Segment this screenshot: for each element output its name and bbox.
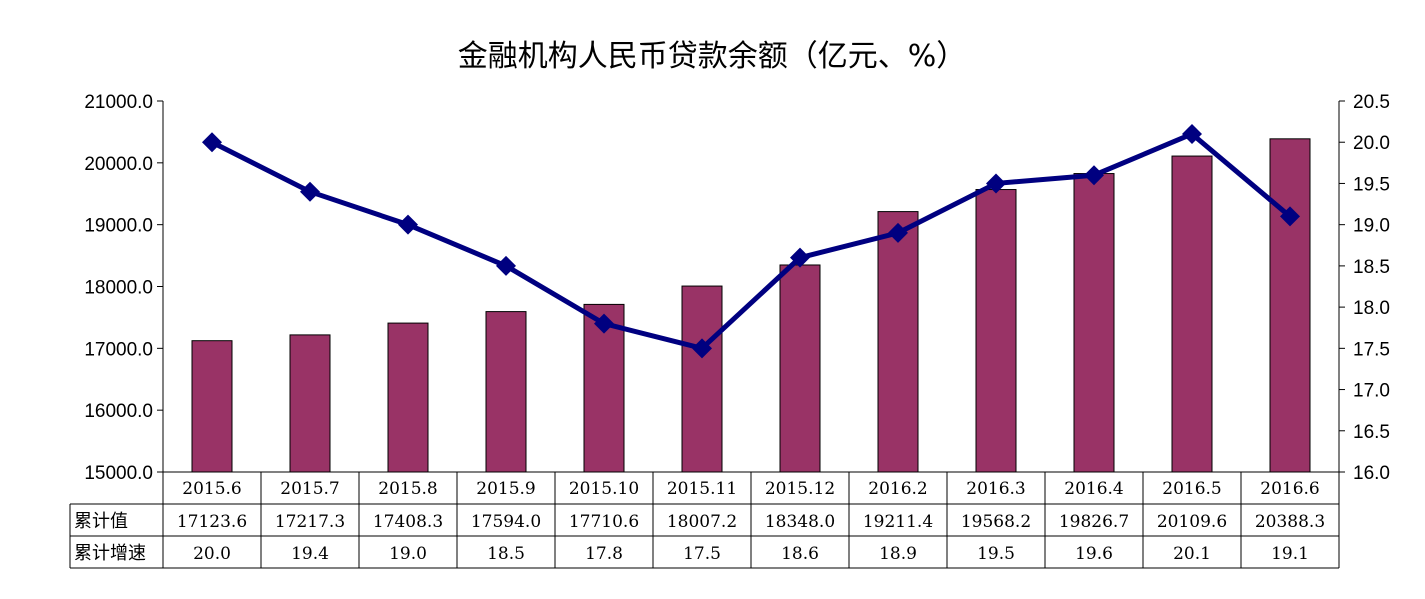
- line-value-label: 19.1: [1271, 544, 1309, 564]
- y-right-tick-label: 20.5: [1353, 92, 1390, 113]
- y-right-tick-label: 18.5: [1353, 257, 1390, 278]
- y-right-tick-label: 20.0: [1353, 133, 1390, 154]
- y-right-tick-label: 18.0: [1353, 298, 1390, 319]
- line-value-label: 19.0: [389, 544, 427, 564]
- line-point-marker: [300, 181, 320, 202]
- line-point-marker: [692, 338, 712, 359]
- bar: [485, 311, 527, 473]
- line-value-label: 18.9: [879, 544, 917, 564]
- bar: [387, 322, 429, 473]
- bar-value-label: 17123.6: [177, 512, 247, 532]
- bar-value-label: 17217.3: [275, 512, 345, 532]
- line-point-marker: [496, 255, 516, 276]
- chart-title: 金融机构人民币贷款余额（亿元、%）: [458, 39, 967, 74]
- bar: [1269, 138, 1311, 473]
- x-tick-label: 2015.10: [569, 479, 639, 499]
- table-row-label: 累计增速: [74, 543, 146, 564]
- bar-value-label: 18348.0: [765, 512, 835, 532]
- x-tick-label: 2015.9: [476, 479, 535, 499]
- x-tick-label: 2016.5: [1162, 479, 1221, 499]
- line-value-label: 19.6: [1075, 544, 1113, 564]
- x-tick-label: 2015.7: [280, 479, 339, 499]
- y-right-tick-label: 19.0: [1353, 216, 1390, 237]
- line-point-marker: [398, 214, 418, 235]
- bar-value-label: 19826.7: [1059, 512, 1129, 532]
- bar-value-label: 20388.3: [1255, 512, 1325, 532]
- y-left-tick-label: 21000.0: [84, 92, 153, 113]
- line-point-marker: [888, 222, 908, 243]
- bar: [681, 285, 723, 473]
- x-tick-label: 2016.3: [966, 479, 1025, 499]
- line-point-marker: [202, 132, 222, 153]
- x-tick-label: 2016.6: [1260, 479, 1319, 499]
- bar: [877, 211, 919, 473]
- y-right-tick-label: 19.5: [1353, 174, 1390, 195]
- y-right-tick-label: 16.5: [1353, 422, 1390, 443]
- y-left-tick-label: 19000.0: [84, 216, 153, 237]
- y-left-tick-label: 16000.0: [84, 401, 153, 422]
- line-value-label: 17.5: [683, 544, 721, 564]
- line-value-label: 20.1: [1173, 544, 1211, 564]
- line-value-label: 19.4: [291, 544, 329, 564]
- y-left-tick-label: 20000.0: [84, 154, 153, 175]
- bar-value-label: 17408.3: [373, 512, 443, 532]
- x-tick-label: 2016.4: [1064, 479, 1123, 499]
- y-left-tick-label: 18000.0: [84, 278, 153, 299]
- line-value-label: 17.8: [585, 544, 623, 564]
- line-point-marker: [1280, 206, 1300, 227]
- line-value-label: 18.6: [781, 544, 819, 564]
- y-right-tick-label: 17.5: [1353, 339, 1390, 360]
- bar: [289, 334, 331, 473]
- x-tick-label: 2015.6: [182, 479, 241, 499]
- bar-value-label: 18007.2: [667, 512, 737, 532]
- bar-value-label: 19211.4: [863, 512, 933, 532]
- bar-value-label: 17710.6: [569, 512, 639, 532]
- bar-value-label: 20109.6: [1157, 512, 1227, 532]
- x-tick-label: 2016.2: [868, 479, 927, 499]
- y-right-tick-label: 16.0: [1353, 463, 1390, 484]
- bar: [1171, 155, 1213, 473]
- line-point-marker: [594, 313, 614, 334]
- y-left-tick-label: 15000.0: [84, 463, 153, 484]
- y-left-tick-label: 17000.0: [84, 339, 153, 360]
- bar: [191, 340, 233, 473]
- x-tick-label: 2015.11: [667, 479, 737, 499]
- x-tick-label: 2015.8: [378, 479, 437, 499]
- bar: [1073, 173, 1115, 473]
- bar: [779, 264, 821, 473]
- line-point-marker: [1182, 123, 1202, 144]
- line-value-label: 18.5: [487, 544, 525, 564]
- growth-line: [210, 131, 1292, 351]
- bar-value-label: 19568.2: [961, 512, 1031, 532]
- line-point-marker: [1084, 165, 1104, 186]
- table-row-label: 累计值: [74, 511, 128, 532]
- y-right-tick-label: 17.0: [1353, 381, 1390, 402]
- line-point-marker: [790, 247, 810, 268]
- line-value-label: 19.5: [977, 544, 1015, 564]
- bar: [975, 189, 1017, 473]
- line-value-label: 20.0: [193, 544, 231, 564]
- bar-value-label: 17594.0: [471, 512, 541, 532]
- line-point-marker: [986, 173, 1006, 194]
- x-tick-label: 2015.12: [765, 479, 835, 499]
